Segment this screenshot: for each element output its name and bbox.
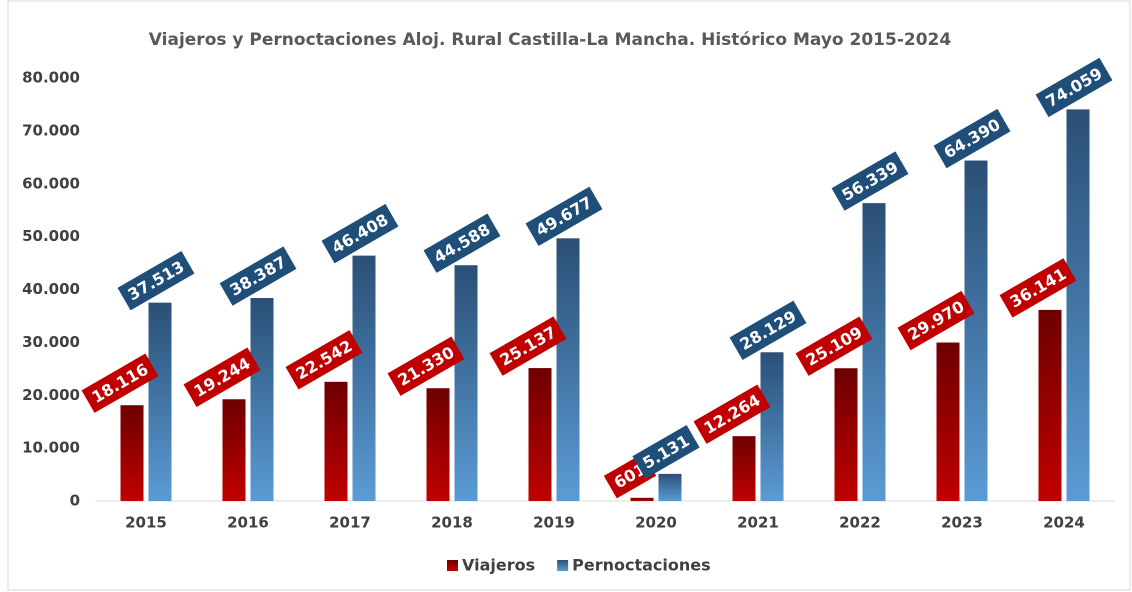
bar [732,436,756,501]
data-label-box [387,336,465,396]
bar [964,160,988,501]
data-label-box [117,250,195,311]
data-label-box [897,290,975,351]
bar [834,368,858,501]
y-tick-label: 30.000 [22,333,80,351]
bar [352,255,376,501]
data-label-box [933,108,1011,169]
bar [120,405,144,501]
data-label-box [999,258,1077,318]
data-label-box [285,330,363,390]
x-tick-label: 2019 [533,514,575,532]
legend-label: Pernoctaciones [572,556,711,575]
y-tick-label: 40.000 [22,280,80,298]
x-tick-label: 2020 [635,514,677,532]
bar [222,399,246,501]
legend-swatch [557,560,569,571]
y-tick-label: 10.000 [22,439,80,457]
bar [862,203,886,501]
bar [324,381,348,501]
legend-label: Viajeros [462,556,535,575]
data-label-box [831,151,909,211]
data-label-box [81,353,159,413]
bar [148,302,172,501]
x-tick-label: 2016 [227,514,269,532]
data-label-box [183,347,261,407]
bar [1066,109,1090,502]
y-tick-label: 50.000 [22,227,80,245]
bar [1038,309,1062,501]
x-tick-label: 2017 [329,514,371,532]
data-label-box [489,316,567,376]
x-tick-label: 2018 [431,514,473,532]
bar [528,368,552,501]
x-tick-label: 2023 [941,514,983,532]
y-tick-label: 20.000 [22,386,80,404]
data-label-box [423,213,501,273]
chart-title: Viajeros y Pernoctaciones Aloj. Rural Ca… [149,30,952,50]
x-tick-label: 2024 [1043,514,1085,532]
bar [426,388,450,501]
bar [556,238,580,501]
bar [936,342,960,501]
x-tick-label: 2021 [737,514,779,532]
y-tick-label: 70.000 [22,121,80,139]
x-tick-label: 2022 [839,514,881,532]
bar [250,298,274,501]
data-label-box [729,300,807,360]
data-label-box [693,384,771,444]
data-label-box [795,316,873,376]
bar [760,352,784,501]
y-tick-label: 0 [70,492,80,510]
bar [454,265,478,501]
data-label-box [632,424,700,479]
bar [630,497,654,501]
bar [658,473,682,501]
data-label-box [1035,57,1113,118]
legend-swatch [447,560,458,571]
y-tick-label: 60.000 [22,174,80,192]
data-label-box [321,203,399,264]
data-label-box [525,186,603,247]
y-tick-label: 80.000 [22,69,80,87]
x-tick-label: 2015 [125,514,167,532]
data-label-box [219,246,297,306]
